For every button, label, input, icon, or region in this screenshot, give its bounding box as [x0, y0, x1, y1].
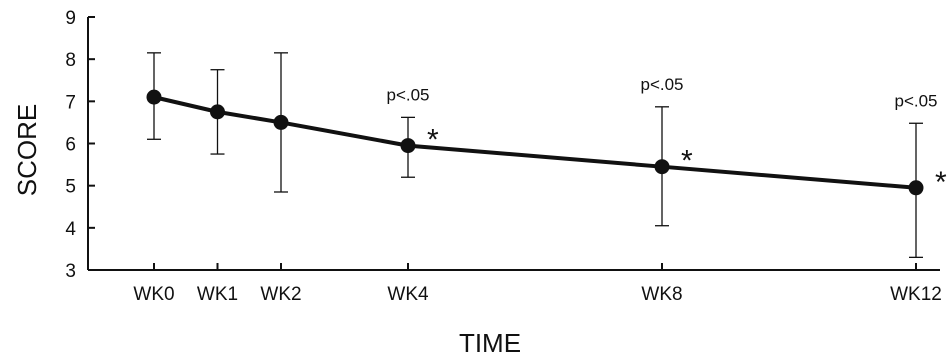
annotations: p<.05 * p<.05 * p<.05 * — [386, 75, 947, 199]
axes: 3 4 5 6 7 8 9 WK0 WK1 WK2 WK4 WK8 WK12 — [65, 8, 941, 305]
series-line — [153, 95, 917, 190]
y-tick-label: 4 — [65, 219, 76, 240]
data-point — [146, 89, 162, 105]
significance-star: * — [427, 124, 439, 157]
y-axis-title: SCORE — [12, 104, 42, 196]
significance-star: * — [681, 145, 693, 178]
y-tick-label: 3 — [65, 261, 76, 282]
data-point — [273, 114, 289, 130]
p-value-label: p<.05 — [894, 91, 937, 110]
x-tick-label: WK0 — [133, 284, 174, 305]
data-point — [400, 138, 416, 154]
x-tick-label: WK4 — [387, 284, 429, 305]
data-points — [146, 89, 924, 196]
data-point — [908, 180, 924, 196]
x-tick-label: WK2 — [260, 284, 301, 305]
p-value-label: p<.05 — [386, 85, 429, 104]
p-value-label: p<.05 — [640, 75, 683, 94]
significance-star: * — [935, 166, 947, 199]
x-tick-label: WK12 — [890, 284, 942, 305]
data-point — [654, 159, 670, 175]
y-tick-label: 8 — [65, 50, 76, 71]
data-point — [210, 104, 225, 120]
y-tick-label: 5 — [65, 177, 76, 198]
series-line-group — [153, 95, 917, 190]
x-axis-title: TIME — [459, 328, 521, 358]
y-tick-label: 7 — [65, 92, 76, 113]
y-tick-label: 9 — [65, 8, 76, 29]
y-tick-label: 6 — [65, 135, 76, 156]
x-tick-label: WK8 — [641, 284, 682, 305]
x-tick-label: WK1 — [197, 284, 238, 305]
